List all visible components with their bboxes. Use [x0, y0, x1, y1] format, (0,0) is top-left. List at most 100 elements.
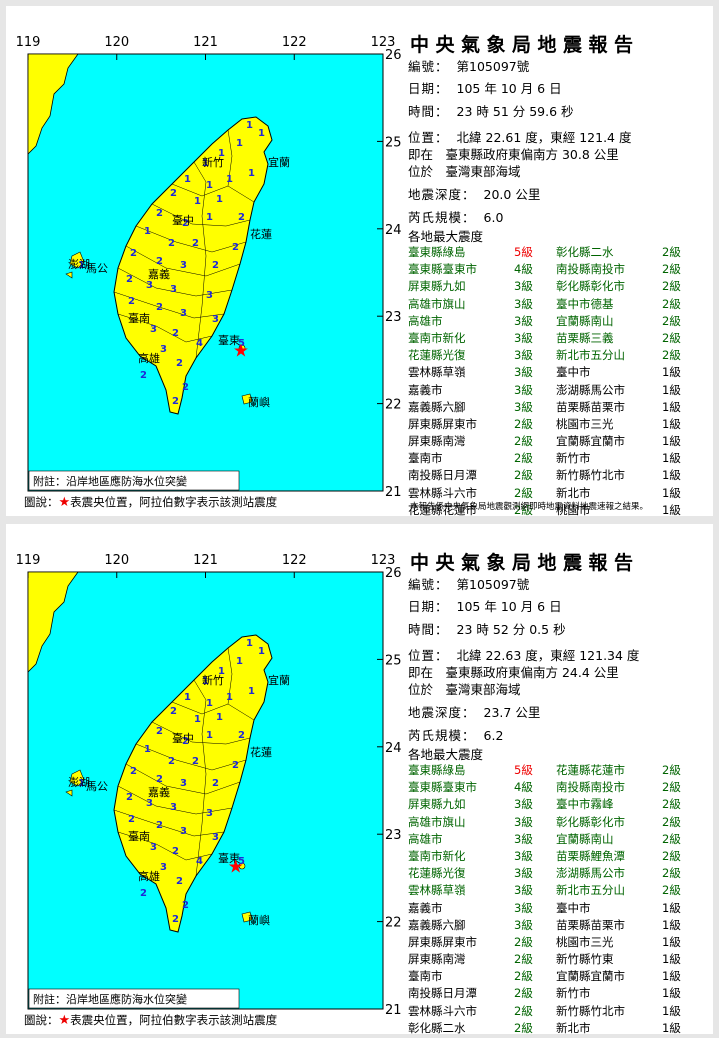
station-name: 苗栗縣鯉魚潭: [556, 848, 625, 863]
intensity-row: 臺東縣臺東市 4級 南投縣南投市 2級: [408, 261, 698, 278]
station-level: 3級: [514, 279, 533, 294]
county-border: [227, 647, 233, 705]
place-label: 新竹: [202, 155, 224, 169]
relative-location: 即在 臺東縣政府東偏南方 24.4 公里: [408, 665, 619, 680]
station-name: 花蓮縣花蓮市: [408, 502, 477, 517]
station-name: 桃園市三光: [556, 416, 614, 431]
station-intensity-mark: 2: [168, 238, 175, 249]
station-name: 高雄市: [408, 831, 443, 846]
station-level: 2級: [514, 502, 533, 517]
lat-label: 26: [385, 566, 402, 581]
station-level: 3級: [514, 900, 533, 915]
report-note: 本報告係中央氣象局地震觀測網即時地震資料地震速報之結果。: [410, 502, 649, 512]
county-border: [113, 809, 225, 837]
station-intensity-mark: 1: [236, 138, 243, 149]
station-intensity-mark: 2: [170, 706, 177, 717]
county-border: [171, 701, 255, 721]
station-intensity-mark: 1: [246, 638, 253, 649]
report-info: 中央氣象局地震報告 編號： 第105097號 日期： 105 年 10 月 6 日 …: [406, 6, 713, 517]
lat-label: 23: [385, 828, 402, 843]
penghu-island: [69, 251, 85, 269]
station-level: 1級: [662, 952, 681, 967]
station-intensity-mark: 2: [192, 238, 199, 249]
sea-note: 附註：沿岸地區應防海水位突變: [33, 474, 187, 488]
station-level: 5級: [514, 245, 533, 259]
place-label: 臺南: [128, 311, 150, 325]
lat-label: 22: [385, 398, 402, 413]
station-level: 3級: [514, 917, 533, 932]
place-label: 馬公: [86, 780, 108, 793]
station-intensity-mark: 2: [156, 820, 163, 831]
location-label: 位置：: [408, 130, 449, 145]
station-level: 2級: [662, 780, 681, 795]
station-name: 臺中市: [556, 365, 591, 380]
county-border: [135, 225, 247, 253]
taiwan-island: [113, 116, 273, 415]
station-level: 4級: [514, 262, 533, 277]
station-name: 臺中市: [556, 900, 591, 915]
legend-text: 表震央位置，阿拉伯數字表示該測站震度: [70, 1013, 278, 1027]
date-label: 日期：: [408, 599, 449, 614]
intensity-row: 彰化縣二水 2級 新北市 1級: [408, 1020, 698, 1037]
station-name: 苗栗縣苗栗市: [556, 917, 625, 932]
station-name: 花蓮縣花蓮市: [556, 763, 625, 777]
epicenter-star-marker: ★: [228, 857, 244, 878]
station-intensity-mark: 2: [168, 756, 175, 767]
station-name: 臺東縣臺東市: [408, 262, 477, 277]
place-label: 嘉義: [148, 785, 170, 799]
station-name: 花蓮縣光復: [408, 866, 466, 881]
station-name: 南投縣日月潭: [408, 986, 477, 1001]
station-intensity-mark: 1: [144, 226, 151, 237]
station-intensity-mark: 2: [232, 760, 239, 771]
report-location: 北緯 22.63 度，東經 121.34 度: [456, 648, 640, 663]
place-label: 宜蘭: [268, 155, 290, 169]
station-intensity-mark: 3: [170, 802, 177, 813]
intensity-row: 屏東縣屏東市 2級 桃園市三光 1級: [408, 934, 698, 951]
county-border: [117, 831, 213, 861]
lon-label: 121: [193, 553, 218, 568]
county-border: [151, 203, 251, 227]
report-depth: 20.0 公里: [483, 187, 541, 202]
station-level: 3級: [514, 365, 533, 380]
station-intensity-mark: 1: [248, 168, 255, 179]
mainland-coast: [27, 571, 79, 673]
station-intensity-mark: 1: [206, 730, 213, 741]
station-level: 1級: [662, 382, 681, 397]
intensity-row: 屏東縣南灣 2級 宜蘭縣宜蘭市 1級: [408, 433, 698, 450]
station-intensity-mark: 1: [246, 120, 253, 131]
sea-note-box: [28, 988, 240, 1009]
penghu-island: [69, 769, 85, 787]
station-intensity-mark: 3: [150, 324, 157, 335]
report-date: 105 年 10 月 6 日: [456, 81, 562, 96]
intensity-heading: 各地最大震度: [408, 747, 484, 762]
station-name: 澎湖縣馬公市: [556, 866, 625, 881]
station-intensity-mark: 1: [194, 714, 201, 725]
station-name: 臺東縣綠島: [408, 245, 466, 259]
station-intensity-mark: 2: [140, 888, 147, 899]
station-level: 3級: [514, 382, 533, 397]
station-level: 1級: [662, 1020, 681, 1035]
place-label: 澎湖: [68, 776, 90, 789]
epicenter-star-icon: ★: [58, 1013, 71, 1028]
lon-label: 119: [16, 35, 41, 50]
station-level: 2級: [662, 883, 681, 898]
intensity-row: 雲林縣草嶺 3級 臺中市 1級: [408, 364, 698, 381]
station-intensity-mark: 2: [172, 914, 179, 925]
county-border: [193, 161, 207, 359]
station-name: 桃園市三光: [556, 934, 614, 949]
station-level: 2級: [514, 451, 533, 466]
penghu-islet: [65, 271, 73, 279]
place-label: 臺東: [218, 333, 240, 347]
station-name: 高雄市旗山: [408, 814, 466, 829]
station-level: 2級: [514, 986, 533, 1001]
station-level: 1級: [662, 1003, 681, 1018]
station-level: 2級: [514, 1020, 533, 1035]
time-line: 時間： 23 時 52 分 0.5 秒: [408, 619, 566, 638]
intensity-list: 臺東縣綠島 5級 花蓮縣花蓮市 2級 臺東縣臺東市 4級 南投縣南投市 2級 屏東縣九如 3級 臺中…: [408, 762, 698, 1037]
report-title: 中央氣象局地震報告: [410, 34, 640, 56]
station-name: 新竹縣竹北市: [556, 468, 625, 483]
station-name: 桃園市: [556, 502, 591, 517]
region: 位於 臺灣東部海域: [408, 682, 521, 697]
